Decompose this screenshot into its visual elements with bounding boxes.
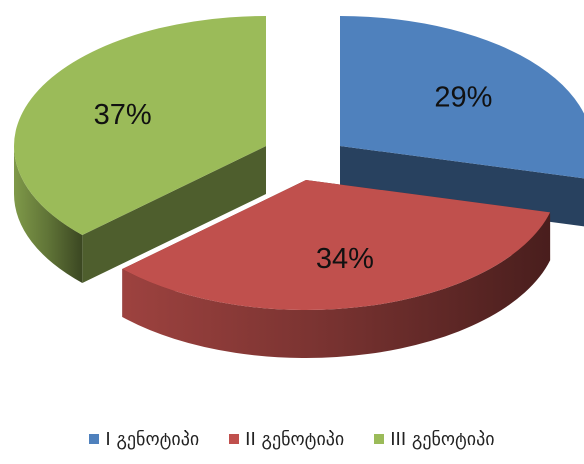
- legend-label-genotype-2: II გენოტიპი: [245, 428, 345, 450]
- slice-labels: 29% 34% 37%: [94, 82, 493, 275]
- slice-top-3: [14, 16, 267, 235]
- pie-chart: 29% 34% 37%: [14, 16, 584, 358]
- legend-item-genotype-2: II გენოტიპი: [229, 429, 344, 450]
- chart-legend: I გენოტიპი II გენოტიპი III გენოტიპი: [0, 424, 584, 454]
- legend-label-genotype-1: I გენოტიპი: [105, 428, 200, 450]
- slice-top-1: [340, 16, 584, 179]
- slice-outer-wall-2: [122, 212, 551, 358]
- slice-top-2: [122, 180, 551, 310]
- legend-swatch-genotype-2: [229, 434, 240, 444]
- legend-label-genotype-3: III გენოტიპი: [390, 428, 495, 450]
- slice-tops: [14, 16, 584, 310]
- slice-cut-wall-1-2: [340, 146, 584, 227]
- legend-swatch-genotype-3: [374, 434, 385, 444]
- slice-label-1: 29%: [434, 82, 492, 114]
- slice-outer-wall-3: [14, 146, 83, 283]
- legend-swatch-genotype-1: [89, 434, 100, 444]
- legend-item-genotype-1: I გენოტიპი: [89, 429, 199, 450]
- slice-label-2: 34%: [316, 243, 374, 275]
- legend-item-genotype-3: III გენოტიპი: [374, 428, 495, 450]
- slice-label-3: 37%: [94, 99, 152, 131]
- slice-cut-wall-3-1: [82, 146, 267, 283]
